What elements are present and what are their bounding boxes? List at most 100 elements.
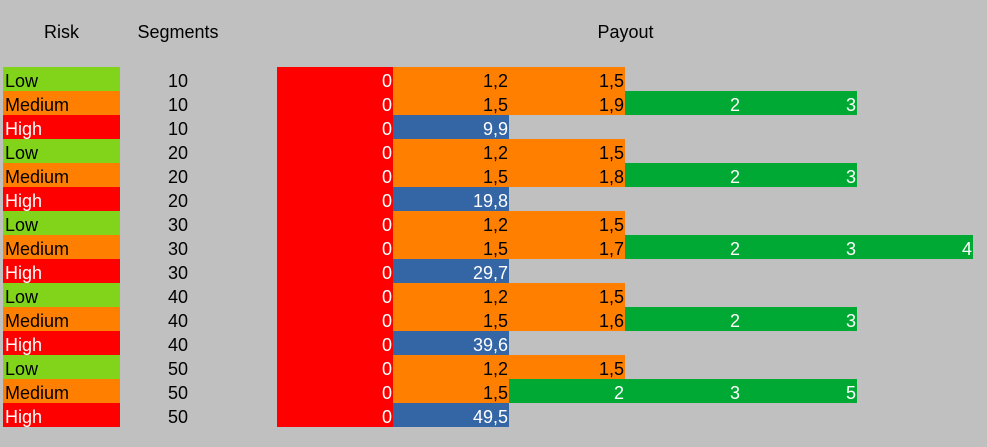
risk-cell[interactable]: Low [3,355,120,379]
payout-cell[interactable]: 0 [277,139,393,163]
payout-cell[interactable]: 0 [277,187,393,211]
payout-cell[interactable]: 4 [857,235,973,259]
risk-cell[interactable]: High [3,403,120,427]
payout-cell[interactable]: 19,8 [393,187,509,211]
payout-cell[interactable]: 2 [625,91,741,115]
risk-cell[interactable]: Low [3,211,120,235]
payout-cell[interactable]: 0 [277,331,393,355]
segments-cell[interactable]: 10 [167,119,189,139]
table-row: High 20 0 19,8 [3,187,978,211]
payout-cell[interactable]: 3 [741,235,857,259]
payout-cell[interactable]: 1,8 [509,163,625,187]
risk-cell[interactable]: High [3,187,120,211]
table-row: Medium 20 0 1,5 1,8 2 3 [3,163,978,187]
payout-cell[interactable]: 0 [277,403,393,427]
payout-cell[interactable]: 3 [741,307,857,331]
segments-cell[interactable]: 30 [167,263,189,283]
risk-cell[interactable]: High [3,259,120,283]
risk-cell[interactable]: Medium [3,163,120,187]
payout-cell[interactable]: 0 [277,379,393,403]
payout-cell[interactable]: 1,5 [393,235,509,259]
payout-cell[interactable]: 1,5 [393,307,509,331]
segments-column-header: Segments [137,22,219,42]
payout-cell[interactable]: 5 [741,379,857,403]
risk-column-header: Risk [44,22,79,42]
payout-cell[interactable]: 1,5 [509,211,625,235]
payout-cell[interactable]: 0 [277,163,393,187]
segments-cell[interactable]: 40 [167,311,189,331]
payout-cell[interactable]: 0 [277,235,393,259]
payout-cell[interactable]: 1,5 [509,139,625,163]
payout-cell[interactable]: 3 [625,379,741,403]
segments-cell[interactable]: 20 [167,167,189,187]
risk-cell[interactable]: Medium [3,235,120,259]
table-row: Low 10 0 1,2 1,5 [3,67,978,91]
payout-cell[interactable]: 0 [277,355,393,379]
table-row: Medium 10 0 1,5 1,9 2 3 [3,91,978,115]
risk-cell[interactable]: Medium [3,307,120,331]
table-row: Low 40 0 1,2 1,5 [3,283,978,307]
segments-cell[interactable]: 50 [167,359,189,379]
payout-cell[interactable]: 39,6 [393,331,509,355]
payout-cell[interactable]: 1,2 [393,211,509,235]
payout-cell[interactable]: 1,2 [393,355,509,379]
segments-cell[interactable]: 50 [167,383,189,403]
risk-cell[interactable]: High [3,331,120,355]
table-row: High 10 0 9,9 [3,115,978,139]
payout-cell[interactable]: 0 [277,211,393,235]
segments-cell[interactable]: 50 [167,407,189,427]
segments-cell[interactable]: 40 [167,335,189,355]
payout-cell[interactable]: 0 [277,67,393,91]
payout-cell[interactable]: 1,5 [509,355,625,379]
payout-cell[interactable]: 29,7 [393,259,509,283]
payout-cell[interactable]: 1,5 [509,283,625,307]
table-row: Medium 50 0 1,5 2 3 5 [3,379,978,403]
payout-cell[interactable]: 3 [741,163,857,187]
payout-cell[interactable]: 2 [625,235,741,259]
segments-cell[interactable]: 10 [167,71,189,91]
payout-cell[interactable]: 3 [741,91,857,115]
payout-cell[interactable]: 1,6 [509,307,625,331]
table-row: High 40 0 39,6 [3,331,978,355]
segments-cell[interactable]: 10 [167,95,189,115]
risk-cell[interactable]: Low [3,67,120,91]
segments-cell[interactable]: 20 [167,143,189,163]
payout-cell[interactable]: 1,2 [393,139,509,163]
table-row: Low 30 0 1,2 1,5 [3,211,978,235]
table-row: Medium 30 0 1,5 1,7 2 3 4 [3,235,978,259]
segments-cell[interactable]: 40 [167,287,189,307]
payout-cell[interactable]: 1,7 [509,235,625,259]
table-row: High 50 0 49,5 [3,403,978,427]
payout-cell[interactable]: 2 [625,163,741,187]
risk-cell[interactable]: Low [3,283,120,307]
segments-cell[interactable]: 30 [167,215,189,235]
payout-cell[interactable]: 0 [277,259,393,283]
segments-cell[interactable]: 30 [167,239,189,259]
payout-cell[interactable]: 0 [277,283,393,307]
payout-cell[interactable]: 2 [625,307,741,331]
risk-cell[interactable]: Low [3,139,120,163]
payout-cell[interactable]: 1,5 [393,163,509,187]
table-row: Medium 40 0 1,5 1,6 2 3 [3,307,978,331]
risk-cell[interactable]: High [3,115,120,139]
payout-cell[interactable]: 0 [277,307,393,331]
payout-cell[interactable]: 1,5 [393,379,509,403]
table-row: Low 20 0 1,2 1,5 [3,139,978,163]
payout-cell[interactable]: 9,9 [393,115,509,139]
payout-cell[interactable]: 49,5 [393,403,509,427]
payout-cell[interactable]: 1,2 [393,67,509,91]
segments-cell[interactable]: 20 [167,191,189,211]
payout-cell[interactable]: 0 [277,91,393,115]
payout-column-header: Payout [597,22,654,42]
payout-table: Low 10 0 1,2 1,5 Medium 10 0 1,5 1,9 2 3 High 10 0 9,9 L… [3,67,978,427]
table-row: High 30 0 29,7 [3,259,978,283]
payout-cell[interactable]: 2 [509,379,625,403]
risk-cell[interactable]: Medium [3,379,120,403]
risk-cell[interactable]: Medium [3,91,120,115]
payout-cell[interactable]: 1,2 [393,283,509,307]
payout-cell[interactable]: 0 [277,115,393,139]
payout-cell[interactable]: 1,5 [393,91,509,115]
payout-cell[interactable]: 1,5 [509,67,625,91]
table-row: Low 50 0 1,2 1,5 [3,355,978,379]
payout-cell[interactable]: 1,9 [509,91,625,115]
